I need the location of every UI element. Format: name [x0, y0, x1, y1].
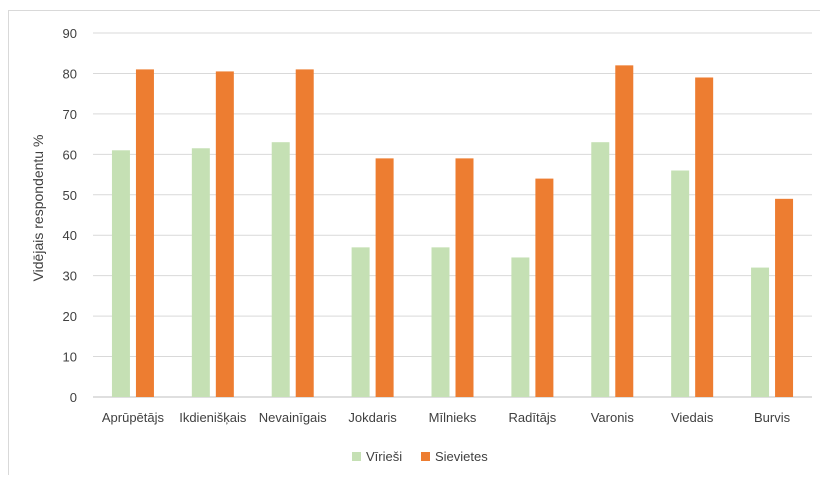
x-tick-label: Viedais	[671, 410, 714, 425]
legend: Vīrieši Sievietes	[352, 449, 488, 464]
x-tick-label: Mīlnieks	[429, 410, 477, 425]
bar-virieši-5	[511, 257, 530, 397]
legend-swatch	[352, 452, 361, 461]
y-tick-label: 10	[63, 350, 77, 365]
bar-virieši-6	[591, 142, 610, 397]
gridlines	[93, 32, 812, 398]
bar-virieši-4	[431, 247, 450, 397]
bar-sievietes-8	[775, 198, 794, 397]
y-tick-label: 40	[63, 228, 77, 243]
y-tick-label: 80	[63, 66, 77, 81]
bar-virieši-2	[271, 142, 290, 397]
y-tick-label: 0	[70, 390, 77, 405]
bar-sievietes-5	[535, 178, 554, 397]
bar-virieši-1	[191, 148, 210, 397]
x-tick-label: Aprūpētājs	[102, 410, 165, 425]
y-tick-labels: 0 10 20 30 40 50 60 70 80 90	[63, 26, 77, 405]
bar-virieši-8	[751, 267, 770, 397]
y-tick-label: 90	[63, 26, 77, 41]
bar-sievietes-4	[455, 158, 474, 397]
x-tick-label: Nevainīgais	[259, 410, 327, 425]
y-tick-label: 50	[63, 188, 77, 203]
chart-frame	[8, 10, 820, 475]
x-tick-label: Varonis	[591, 410, 635, 425]
bar-sievietes-3	[375, 158, 394, 397]
bar-sievietes-6	[615, 65, 634, 397]
bar-sievietes-7	[695, 77, 714, 397]
bar-virieši-0	[111, 150, 130, 397]
x-tick-label: Radītājs	[509, 410, 557, 425]
legend-swatch	[421, 452, 430, 461]
bar-virieši-7	[671, 170, 690, 397]
y-tick-label: 30	[63, 269, 77, 284]
bar-virieši-3	[351, 247, 370, 397]
legend-label: Sievietes	[435, 449, 488, 464]
y-tick-label: 60	[63, 147, 77, 162]
bar-sievietes-1	[215, 71, 234, 397]
bars	[111, 65, 794, 398]
legend-label: Vīrieši	[366, 449, 402, 464]
x-tick-label: Ikdienišķais	[179, 410, 247, 425]
bar-sievietes-2	[295, 69, 314, 398]
y-tick-label: 70	[63, 107, 77, 122]
bar-sievietes-0	[135, 69, 154, 398]
x-tick-labels: Aprūpētājs Ikdienišķais Nevainīgais Jokdari…	[102, 410, 791, 425]
x-tick-label: Jokdaris	[348, 410, 397, 425]
y-axis-label: Vidējais respondentu %	[30, 135, 46, 282]
y-tick-label: 20	[63, 309, 77, 324]
x-tick-label: Burvis	[754, 410, 791, 425]
